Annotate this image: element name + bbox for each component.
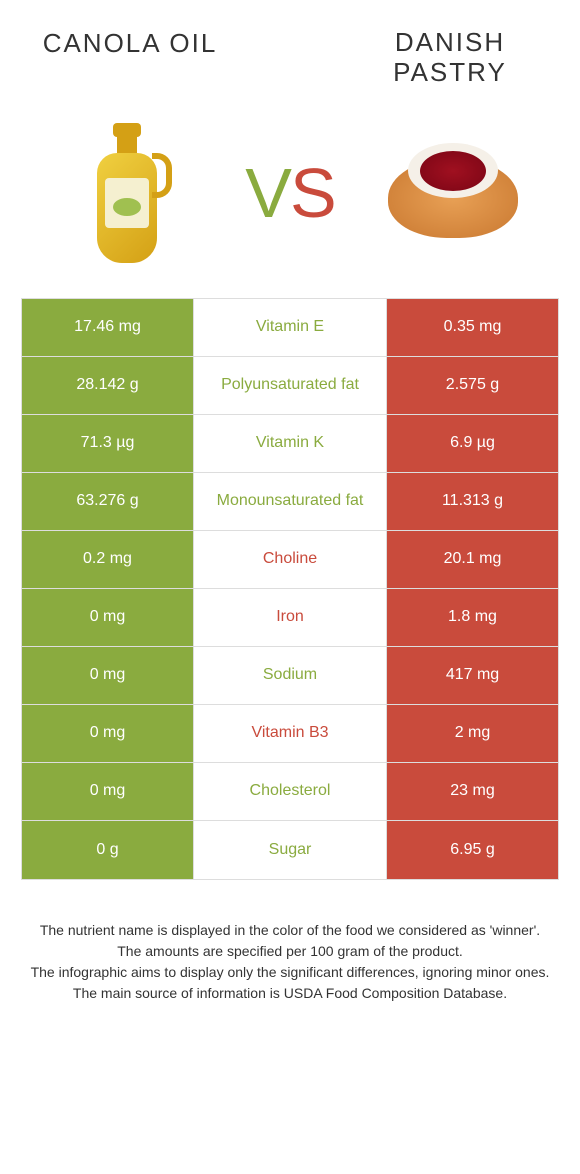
value-right: 0.35 mg bbox=[386, 299, 558, 356]
table-row: 71.3 µgVitamin K6.9 µg bbox=[22, 415, 558, 473]
nutrient-table: 17.46 mgVitamin E0.35 mg28.142 gPolyunsa… bbox=[21, 298, 559, 880]
table-row: 0 mgSodium417 mg bbox=[22, 647, 558, 705]
nutrient-name: Sodium bbox=[194, 647, 386, 704]
nutrient-name: Polyunsaturated fat bbox=[194, 357, 386, 414]
danish-pastry-image bbox=[378, 113, 528, 273]
table-row: 0 mgCholesterol23 mg bbox=[22, 763, 558, 821]
vs-label: VS bbox=[245, 153, 334, 233]
value-right: 417 mg bbox=[386, 647, 558, 704]
value-left: 0 mg bbox=[22, 705, 194, 762]
table-row: 17.46 mgVitamin E0.35 mg bbox=[22, 299, 558, 357]
canola-oil-image bbox=[52, 113, 202, 273]
table-row: 0 mgVitamin B32 mg bbox=[22, 705, 558, 763]
footer-notes: The nutrient name is displayed in the co… bbox=[0, 880, 580, 1024]
title-left: CANOLA OIL bbox=[30, 28, 230, 88]
footer-line-1: The nutrient name is displayed in the co… bbox=[30, 920, 550, 941]
nutrient-name: Vitamin B3 bbox=[194, 705, 386, 762]
table-row: 28.142 gPolyunsaturated fat2.575 g bbox=[22, 357, 558, 415]
value-right: 6.95 g bbox=[386, 821, 558, 879]
table-row: 0 gSugar6.95 g bbox=[22, 821, 558, 879]
table-row: 63.276 gMonounsaturated fat11.313 g bbox=[22, 473, 558, 531]
value-left: 28.142 g bbox=[22, 357, 194, 414]
value-left: 0 mg bbox=[22, 647, 194, 704]
nutrient-name: Choline bbox=[194, 531, 386, 588]
footer-line-2: The amounts are specified per 100 gram o… bbox=[30, 941, 550, 962]
value-left: 71.3 µg bbox=[22, 415, 194, 472]
value-right: 11.313 g bbox=[386, 473, 558, 530]
value-right: 2.575 g bbox=[386, 357, 558, 414]
vs-v: V bbox=[245, 154, 290, 232]
vs-s: S bbox=[290, 154, 335, 232]
value-left: 0 mg bbox=[22, 589, 194, 646]
value-right: 1.8 mg bbox=[386, 589, 558, 646]
nutrient-name: Vitamin E bbox=[194, 299, 386, 356]
value-right: 23 mg bbox=[386, 763, 558, 820]
value-left: 63.276 g bbox=[22, 473, 194, 530]
value-right: 6.9 µg bbox=[386, 415, 558, 472]
value-left: 0 g bbox=[22, 821, 194, 879]
value-left: 0 mg bbox=[22, 763, 194, 820]
footer-line-4: The main source of information is USDA F… bbox=[30, 983, 550, 1004]
nutrient-name: Iron bbox=[194, 589, 386, 646]
table-row: 0 mgIron1.8 mg bbox=[22, 589, 558, 647]
title-right: DANISH PASTRY bbox=[350, 28, 550, 88]
nutrient-name: Monounsaturated fat bbox=[194, 473, 386, 530]
footer-line-3: The infographic aims to display only the… bbox=[30, 962, 550, 983]
table-row: 0.2 mgCholine20.1 mg bbox=[22, 531, 558, 589]
value-right: 20.1 mg bbox=[386, 531, 558, 588]
images-row: VS bbox=[0, 98, 580, 298]
nutrient-name: Cholesterol bbox=[194, 763, 386, 820]
value-left: 17.46 mg bbox=[22, 299, 194, 356]
nutrient-name: Vitamin K bbox=[194, 415, 386, 472]
header: CANOLA OIL DANISH PASTRY bbox=[0, 0, 580, 98]
nutrient-name: Sugar bbox=[194, 821, 386, 879]
value-left: 0.2 mg bbox=[22, 531, 194, 588]
value-right: 2 mg bbox=[386, 705, 558, 762]
